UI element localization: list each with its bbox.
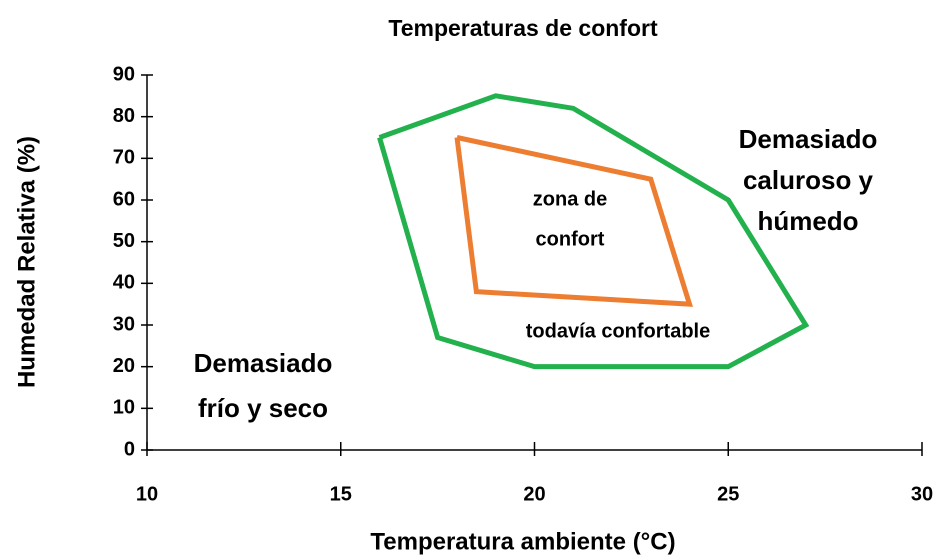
y-tick-label: 10 [113, 397, 135, 419]
y-tick-label: 80 [113, 105, 135, 127]
annotation: Demasiado [194, 348, 333, 378]
series-line [454, 135, 693, 307]
y-tick-label: 20 [113, 355, 135, 377]
x-axis-label: Temperatura ambiente (°C) [370, 528, 675, 555]
x-tick-label: 25 [717, 483, 739, 505]
y-tick-label: 60 [113, 188, 135, 210]
annotation: caluroso y [743, 165, 874, 195]
annotation: zona de [533, 188, 607, 210]
y-tick-label: 50 [113, 230, 135, 252]
y-tick-label: 0 [124, 438, 135, 460]
x-tick-label: 20 [523, 483, 545, 505]
chart-title: Temperaturas de confort [388, 15, 658, 41]
y-tick-label: 70 [113, 147, 135, 169]
y-axis-label: Humedad Relativa (%) [13, 136, 40, 388]
annotation: confort [536, 228, 605, 250]
y-tick-label: 40 [113, 272, 135, 294]
annotation: húmedo [757, 206, 858, 236]
y-tick-label: 30 [113, 313, 135, 335]
annotation: todavía confortable [526, 320, 710, 342]
x-tick-label: 10 [136, 483, 158, 505]
annotation: frío y seco [198, 393, 328, 423]
annotation: Demasiado [739, 124, 878, 154]
series-line [377, 93, 810, 370]
y-tick-label: 90 [113, 63, 135, 85]
x-tick-label: 30 [911, 483, 933, 505]
x-tick-label: 15 [330, 483, 352, 505]
